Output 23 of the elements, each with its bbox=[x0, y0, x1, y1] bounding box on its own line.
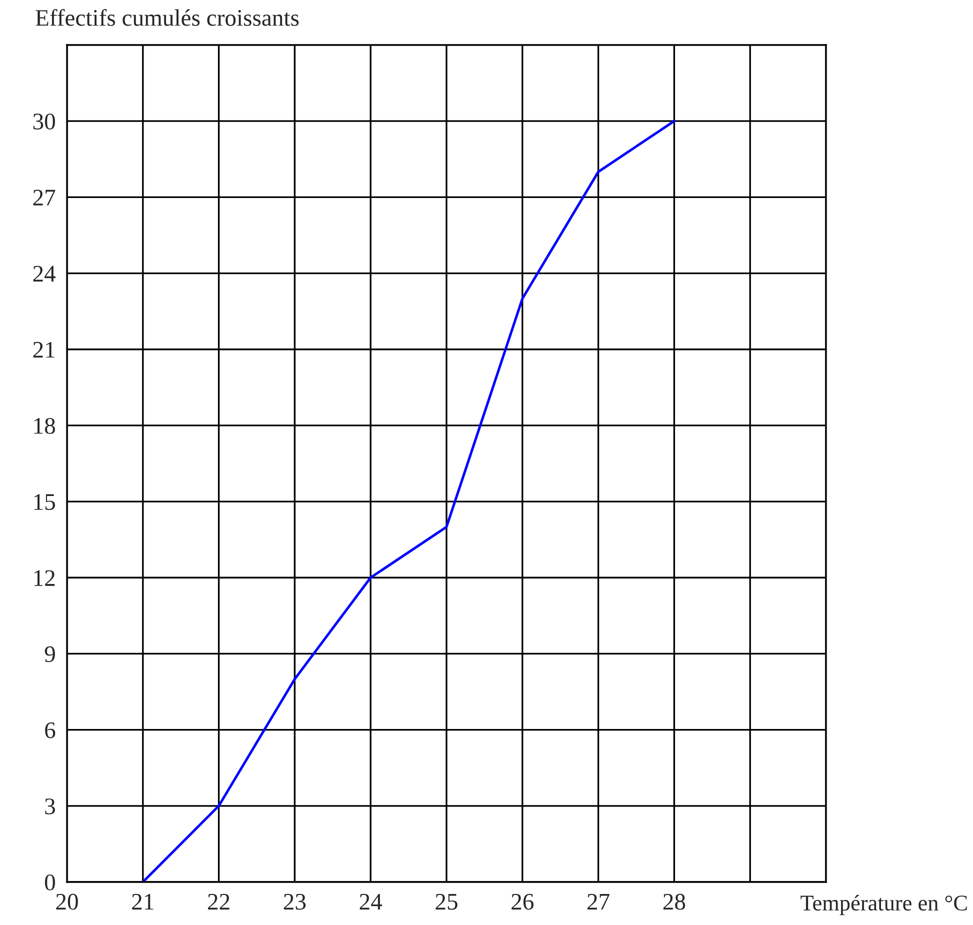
y-tick-label: 3 bbox=[45, 798, 55, 814]
x-tick-label: 20 bbox=[56, 894, 78, 910]
x-tick-label: 28 bbox=[663, 894, 686, 910]
x-tick-label: 23 bbox=[284, 894, 306, 910]
y-tick-label: 0 bbox=[44, 874, 55, 890]
x-tick-label: 26 bbox=[512, 894, 534, 910]
line-series bbox=[142, 120, 676, 882]
y-tick-label: 30 bbox=[33, 114, 55, 130]
y-tick-label: 21 bbox=[33, 342, 54, 358]
y-tick-label: 9 bbox=[44, 646, 55, 662]
x-tick-label: 24 bbox=[360, 894, 382, 910]
x-tick-label: 22 bbox=[208, 894, 230, 910]
y-tick-label: 18 bbox=[34, 418, 55, 434]
y-tick-label: 12 bbox=[34, 570, 55, 586]
y-tick-label: 6 bbox=[45, 722, 56, 738]
x-tick-label: 25 bbox=[436, 894, 458, 910]
x-axis-title: Température en °C bbox=[800, 894, 967, 916]
y-tick-label: 24 bbox=[33, 266, 56, 282]
x-tick-label: 27 bbox=[588, 894, 610, 910]
x-tick-label: 21 bbox=[132, 894, 154, 910]
y-tick-label: 15 bbox=[34, 494, 55, 510]
y-tick-label: 27 bbox=[33, 190, 56, 206]
y-axis-title: Effectifs cumulés croissants bbox=[36, 9, 299, 26]
